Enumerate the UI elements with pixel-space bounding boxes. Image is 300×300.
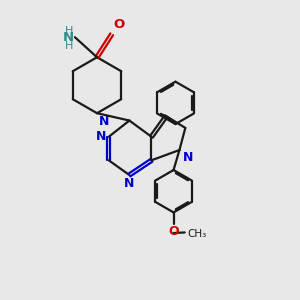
Text: N: N [182,152,193,164]
Text: N: N [98,115,109,128]
Text: N: N [63,31,74,44]
Text: O: O [168,225,179,238]
Text: O: O [113,18,124,31]
Text: N: N [124,177,135,190]
Text: CH₃: CH₃ [188,229,207,239]
Text: H: H [65,41,74,51]
Text: H: H [65,26,74,36]
Text: N: N [96,130,106,143]
